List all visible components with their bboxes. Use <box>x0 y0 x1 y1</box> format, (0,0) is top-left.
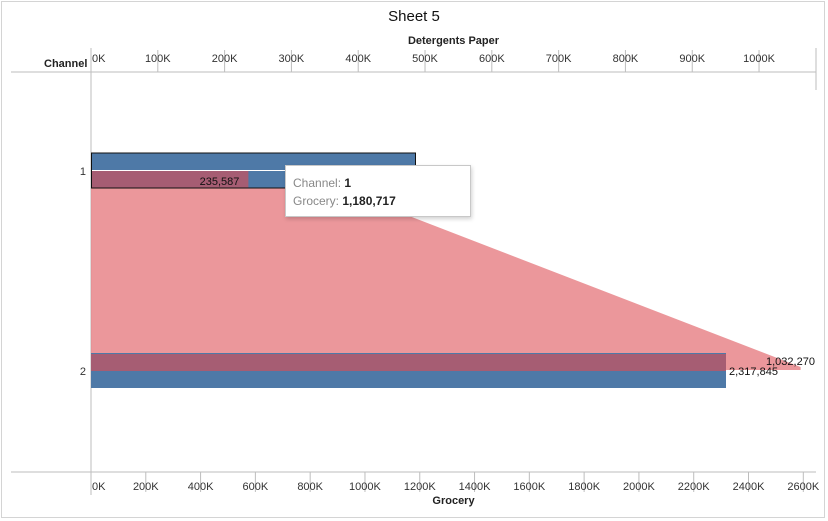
top-axis-tick-label: 400K <box>345 53 371 65</box>
overlap-band-channel-1 <box>91 171 249 188</box>
bottom-axis-tick-label: 1800K <box>568 481 600 493</box>
row-labels: 12 <box>80 166 86 378</box>
tooltip-grocery-row: Grocery: 1,180,717 <box>293 192 470 210</box>
bottom-axis-tick-label: 2200K <box>678 481 710 493</box>
bottom-axis-tick-label: 800K <box>297 481 323 493</box>
bottom-axis-tick-label: 1400K <box>459 481 491 493</box>
row-label-channel-2: 2 <box>80 366 86 378</box>
top-axis-ticks: 0K 100K 200K 300K 400K 500K 600K 700K 800K 900K 10… <box>90 50 776 72</box>
tooltip-channel-label: Channel: <box>293 176 342 190</box>
tooltip: Channel: 1 Grocery: 1,180,717 <box>285 165 471 217</box>
bottom-axis-tick-label: 1600K <box>513 481 545 493</box>
tooltip-grocery-label: Grocery: <box>293 194 340 208</box>
top-axis-tick-label: 0K <box>92 53 106 65</box>
grocery-area-mark <box>91 171 801 370</box>
top-axis-tick-label: 600K <box>479 53 505 65</box>
tooltip-channel-value: 1 <box>344 176 352 190</box>
bottom-axis-tick-label: 600K <box>243 481 269 493</box>
label-detergents-channel-2: 1,032,270 <box>766 356 815 368</box>
top-axis-tick-label: 100K <box>145 53 171 65</box>
bottom-axis-tick-label: 2600K <box>787 481 819 493</box>
top-axis-tick-label: 700K <box>546 53 572 65</box>
top-axis-tick-label: 300K <box>279 53 305 65</box>
bottom-axis-title: Grocery <box>432 495 475 507</box>
grocery-bar-channel-2 <box>91 371 726 388</box>
sheet-title: Sheet 5 <box>388 8 440 25</box>
top-axis-tick-label: 500K <box>412 53 438 65</box>
top-axis-tick-label: 900K <box>679 53 705 65</box>
top-axis-tick-label: 1000K <box>743 53 775 65</box>
bottom-axis-tick-label: 2000K <box>623 481 655 493</box>
top-axis-tick-label: 800K <box>613 53 639 65</box>
row-label-channel-1: 1 <box>80 166 86 178</box>
bottom-axis-ticks: 0K 200K 400K 600K 800K 1000K 1200K 1400K 1600K 18… <box>90 472 820 493</box>
tooltip-channel-row: Channel: 1 <box>293 174 470 192</box>
label-detergents-channel-1: 235,587 <box>200 176 240 188</box>
bottom-axis-tick-label: 2400K <box>733 481 765 493</box>
overlap-band-channel-2 <box>91 354 726 371</box>
top-axis-title: Detergents Paper <box>407 35 500 47</box>
bottom-axis-tick-label: 200K <box>133 481 159 493</box>
row-header-channel: Channel <box>44 58 88 70</box>
bottom-axis-tick-label: 400K <box>188 481 214 493</box>
top-axis-tick-label: 200K <box>212 53 238 65</box>
label-grocery-channel-2: 2,317,845 <box>729 366 778 378</box>
bottom-axis-tick-label: 1000K <box>349 481 381 493</box>
tooltip-grocery-value: 1,180,717 <box>342 194 396 208</box>
bottom-axis-tick-label: 1200K <box>404 481 436 493</box>
bottom-axis-tick-label: 0K <box>92 481 106 493</box>
